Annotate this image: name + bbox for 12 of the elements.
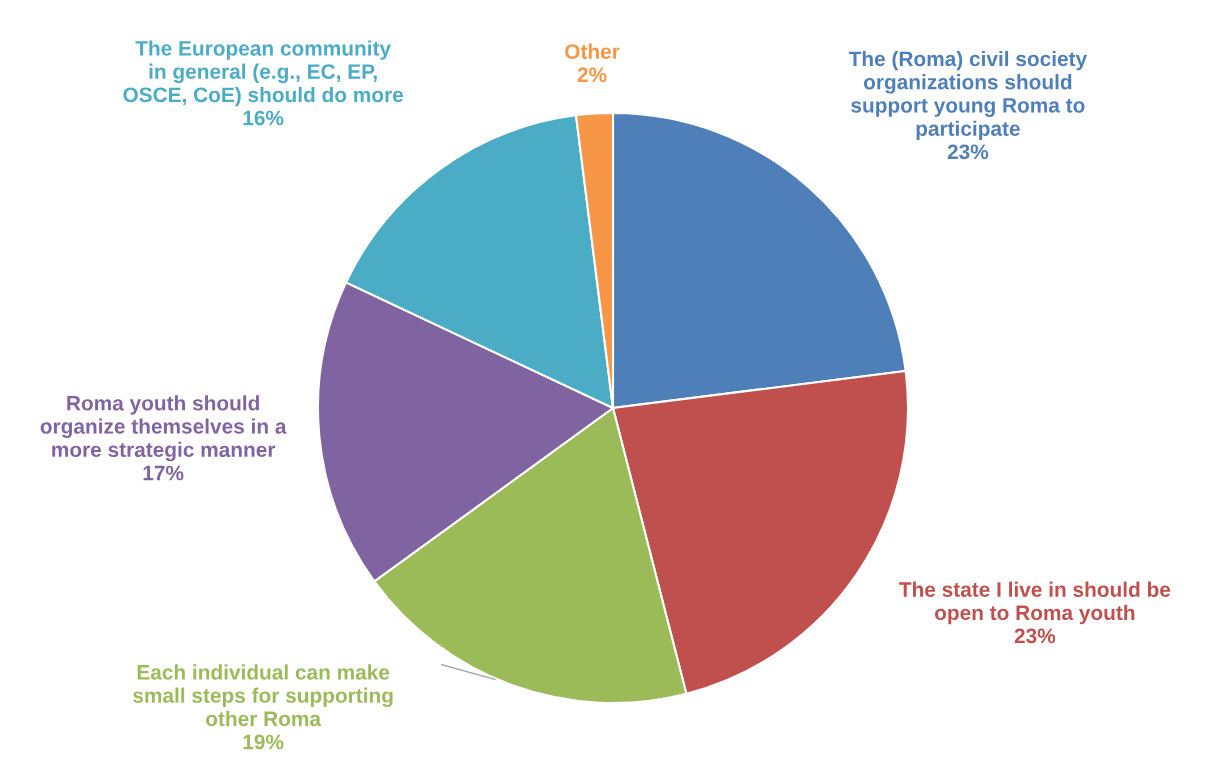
data-label: 23% [947,144,989,160]
data-label: 16% [243,110,284,126]
slice-label: The (Roma) civil society organizations should support young Roma to participate [848,50,1088,141]
data-label: 2% [577,67,607,83]
slice-label: The European community in general (e.g., EC, EP, OSCE, CoE) should do more [123,40,404,107]
data-label: 23% [1014,628,1056,644]
slice-label: Roma youth should organize themselves in a more strategic manner [40,395,287,462]
slice-label: The state I live in should be open to Roma youth [899,581,1171,625]
data-label: 17% [143,465,184,481]
slice-label: Each individual can make small steps for supporting other Roma [133,664,393,727]
slice-label: Other [565,43,620,59]
data-label: 19% [243,734,284,750]
